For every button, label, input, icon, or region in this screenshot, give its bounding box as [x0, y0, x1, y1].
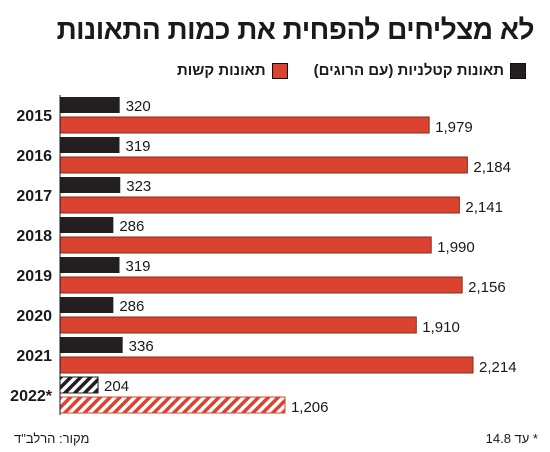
bar-fatal-0 [60, 97, 120, 113]
bar-fatal-1 [60, 137, 120, 153]
legend-label-severe: תאונות קשות [176, 62, 266, 79]
data-label-fatal-3: 286 [119, 218, 144, 235]
bar-severe-3 [59, 236, 432, 254]
legend-item-severe: תאונות קשות [177, 62, 288, 79]
category-label-0: 2015 [16, 108, 52, 125]
category-label-5: 2020 [16, 308, 52, 325]
bar-severe-0 [59, 116, 430, 134]
bar-severe-1 [59, 156, 468, 174]
bar-severe-6 [59, 356, 474, 374]
data-label-severe-4: 2,156 [468, 279, 506, 296]
bar-fatal-2 [60, 177, 121, 193]
data-label-severe-1: 2,184 [473, 159, 511, 176]
data-label-severe-6: 2,214 [479, 359, 517, 376]
legend: תאונות קטלניות (עם הרוגים) תאונות קשות [177, 62, 526, 79]
data-label-fatal-6: 336 [129, 338, 154, 355]
bar-severe-2 [59, 196, 460, 214]
data-label-fatal-5: 286 [119, 298, 144, 315]
data-label-severe-2: 2,141 [465, 199, 503, 216]
data-label-fatal-7: 204 [104, 378, 129, 395]
data-label-severe-3: 1,990 [437, 239, 475, 256]
category-label-6: 2021 [16, 348, 52, 365]
category-label-4: 2019 [16, 268, 52, 285]
category-label-1: 2016 [16, 148, 52, 165]
bar-severe-7 [59, 396, 286, 414]
data-label-severe-0: 1,979 [435, 119, 473, 136]
bar-severe-4 [59, 276, 463, 294]
data-label-fatal-0: 320 [126, 98, 151, 115]
data-label-fatal-4: 319 [126, 258, 151, 275]
footnote: * עד 14.8 [485, 431, 538, 446]
legend-swatch-severe [271, 62, 288, 79]
bar-severe-5 [59, 316, 417, 334]
bar-fatal-4 [60, 257, 120, 273]
source-note: מקור: הרלב"ד [14, 431, 90, 446]
bar-fatal-5 [60, 297, 114, 313]
category-label-2: 2017 [16, 188, 52, 205]
legend-item-fatal: תאונות קטלניות (עם הרוגים) [314, 62, 526, 79]
category-label-7: 2022* [10, 388, 53, 405]
data-label-fatal-2: 323 [126, 178, 151, 195]
bar-fatal-6 [60, 337, 123, 353]
chart-title: לא מצליחים להפחית את כמות התאונות [56, 14, 535, 45]
legend-label-fatal: תאונות קטלניות (עם הרוגים) [313, 62, 504, 79]
data-label-severe-7: 1,206 [291, 399, 329, 416]
data-label-fatal-1: 319 [126, 138, 151, 155]
bars-layer: 320 1,979 2015 319 2,184 2016 323 2,141 2017 286 1… [10, 95, 517, 416]
data-label-severe-5: 1,910 [422, 319, 460, 336]
bar-fatal-3 [60, 217, 114, 233]
bar-fatal-7 [59, 376, 99, 394]
category-label-3: 2018 [16, 228, 52, 245]
legend-swatch-fatal [510, 62, 526, 79]
